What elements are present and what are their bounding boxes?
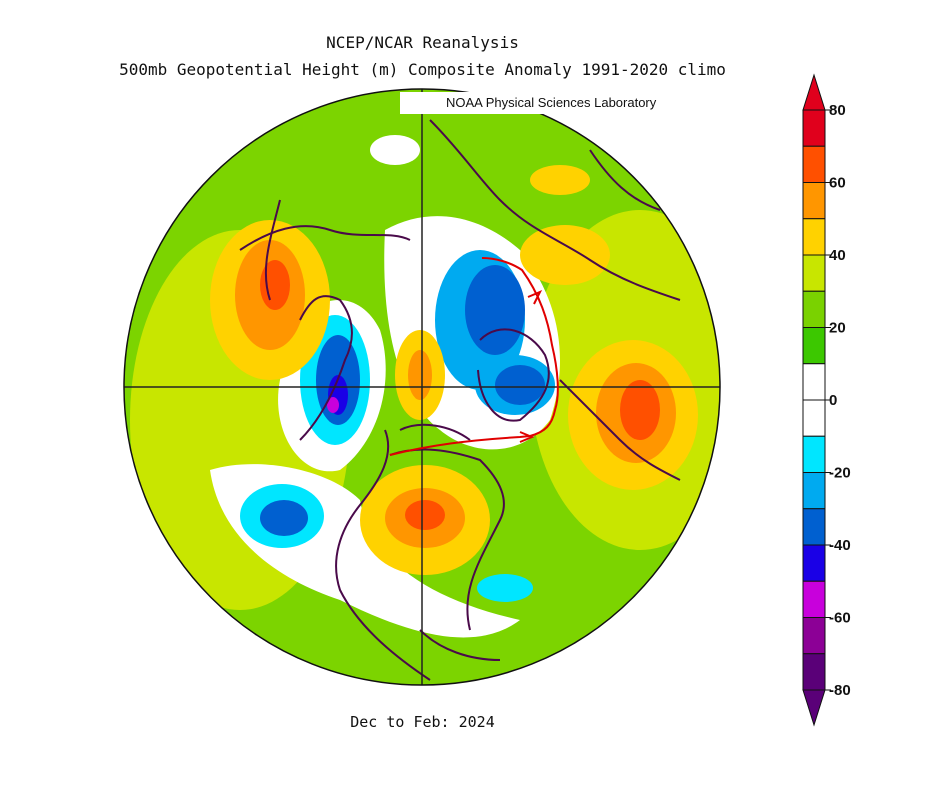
colorbar-top-arrow [802,73,826,111]
colorbar-swatch [802,580,826,618]
title-line-1: NCEP/NCAR Reanalysis [326,33,519,52]
credit-label: NOAA Physical Sciences Laboratory [400,92,720,114]
colorbar-swatch [802,218,826,256]
colorbar-swatch [802,472,826,510]
north-america-east-coast [389,448,505,631]
anomaly-trough-region [327,397,339,413]
globe-outline [123,88,721,686]
anomaly-trough-region [477,574,533,602]
period-label: Dec to Feb: 2024 [350,713,495,731]
anomaly-trough-region [465,265,525,355]
hudson-bay-coast [399,423,471,441]
continent-outlines [239,119,681,681]
colorbar-label: 80 [829,102,846,119]
colorbar-label: 0 [829,392,837,409]
colorbar-swatch [802,327,826,365]
colorbar-swatch [802,653,826,691]
annotation-arrowhead [527,290,543,305]
annotation-arrowhead [519,431,535,443]
colorbar-label: -80 [829,682,851,699]
colorbar-swatch [802,182,826,220]
greenland-outline [477,328,550,422]
colorbar-swatch [802,363,826,401]
colorbar-swatch [802,290,826,328]
annotation-arrow [389,257,559,456]
north-america-west-coast [335,429,431,681]
caribbean-outline [419,629,501,661]
colorbar-label: -20 [829,465,851,482]
europe-africa-coast [559,379,681,481]
colorbar-label: 20 [829,320,846,337]
eurasia-north-coast [429,119,681,301]
anomaly-neutral-region [370,135,420,165]
anomaly-trough-region [495,365,545,405]
colorbar-bottom-arrow [802,689,826,727]
scandinavia-outline [589,149,661,211]
anomaly-ridge-region [260,260,290,310]
colorbar-label: 60 [829,175,846,192]
anomaly-ridge-region [620,380,660,440]
colorbar-label: -40 [829,537,851,554]
east-asia-coast [264,199,281,301]
colorbar-swatch [802,617,826,655]
polar-map [123,88,721,686]
anomaly-ridge-region [405,500,445,530]
title-line-2: 500mb Geopotential Height (m) Composite … [119,60,726,79]
colorbar-swatch [802,544,826,582]
colorbar-label: -60 [829,610,851,627]
colorbar-label: 40 [829,247,846,264]
alaska-outline [299,295,353,441]
colorbar-swatch [802,254,826,292]
colorbar-swatch [802,399,826,437]
colorbar-swatch [802,435,826,473]
anomaly-ridge-region [520,225,610,285]
anomaly-trough-region [260,500,308,536]
colorbar-swatch [802,145,826,183]
colorbar-swatch [802,508,826,546]
anomaly-field [130,135,720,638]
siberia-coast [239,225,411,251]
anomaly-ridge-region [530,165,590,195]
colorbar-swatch [802,109,826,147]
